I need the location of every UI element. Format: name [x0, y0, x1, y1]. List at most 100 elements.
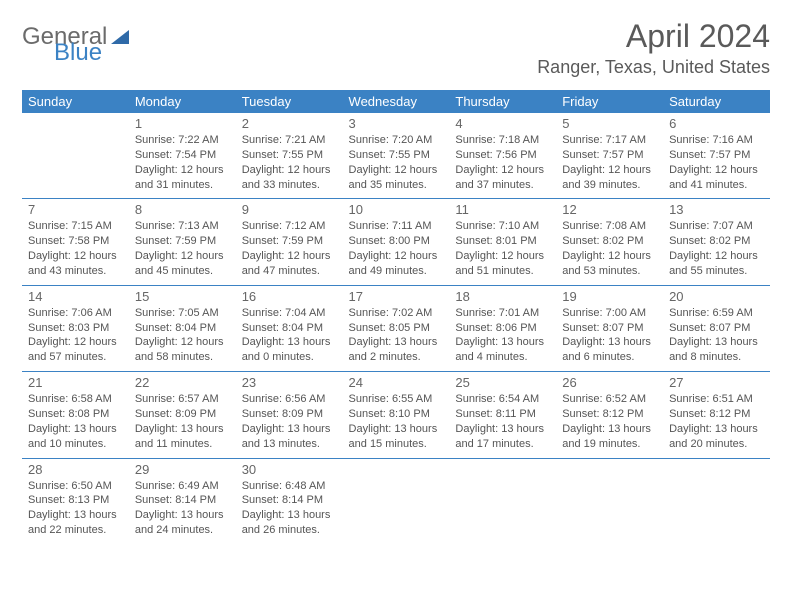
daylight-line: Daylight: 13 hours and 4 minutes.	[455, 335, 550, 365]
daylight-line: Daylight: 13 hours and 2 minutes.	[349, 335, 444, 365]
calendar-cell: 15Sunrise: 7:05 AMSunset: 8:04 PMDayligh…	[129, 285, 236, 371]
daylight-line: Daylight: 13 hours and 24 minutes.	[135, 508, 230, 538]
calendar-cell: 19 Sunrise: 7:00 AMSunset: 8:07 PMDayligh…	[556, 285, 663, 371]
sunset-line: Sunset: 8:09 PM	[135, 407, 230, 422]
day-number: 13	[669, 202, 764, 217]
daylight-line: Daylight: 13 hours and 11 minutes.	[135, 422, 230, 452]
calendar-cell: 17Sunrise: 7:02 AMSunset: 8:05 PMDayligh…	[343, 285, 450, 371]
day-number: 8	[135, 202, 230, 217]
calendar-cell-empty	[22, 113, 129, 199]
weekday-header: Saturday	[663, 90, 770, 113]
sunrise-line: Sunrise: 7:05 AM	[135, 306, 230, 321]
header: General Blue April 2024 Ranger, Texas, U…	[22, 18, 770, 78]
sunset-line: Sunset: 8:12 PM	[669, 407, 764, 422]
weekday-header: Friday	[556, 90, 663, 113]
sunrise-line: Sunrise: 7:15 AM	[28, 219, 123, 234]
day-number: 9	[242, 202, 337, 217]
weekday-header: Monday	[129, 90, 236, 113]
logo-text-blue: Blue	[54, 42, 129, 64]
calendar-cell: 25 Sunrise: 6:54 AMSunset: 8:11 PMDayligh…	[449, 372, 556, 458]
day-number: 3	[349, 116, 444, 131]
daylight-line: Daylight: 12 hours and 35 minutes.	[349, 163, 444, 193]
daylight-line: Daylight: 12 hours and 53 minutes.	[562, 249, 657, 279]
title-block: April 2024 Ranger, Texas, United States	[537, 18, 770, 78]
logo: General Blue	[22, 26, 129, 63]
calendar-cell: 13Sunrise: 7:07 AMSunset: 8:02 PMDayligh…	[663, 199, 770, 285]
daylight-line: Daylight: 13 hours and 0 minutes.	[242, 335, 337, 365]
calendar-cell: 3 Sunrise: 7:20 AMSunset: 7:55 PMDaylight…	[343, 113, 450, 199]
day-number: 29	[135, 462, 230, 477]
daylight-line: Daylight: 13 hours and 17 minutes.	[455, 422, 550, 452]
calendar-cell-empty	[343, 458, 450, 544]
sunrise-line: Sunrise: 7:22 AM	[135, 133, 230, 148]
daylight-line: Daylight: 12 hours and 33 minutes.	[242, 163, 337, 193]
day-number: 23	[242, 375, 337, 390]
calendar-cell: 7Sunrise: 7:15 AMSunset: 7:58 PMDaylight…	[22, 199, 129, 285]
sunset-line: Sunset: 8:12 PM	[562, 407, 657, 422]
calendar-row: 14Sunrise: 7:06 AMSunset: 8:03 PMDayligh…	[22, 285, 770, 371]
weekday-header-row: SundayMondayTuesdayWednesdayThursdayFrid…	[22, 90, 770, 113]
calendar-cell: 16Sunrise: 7:04 AMSunset: 8:04 PMDayligh…	[236, 285, 343, 371]
daylight-line: Daylight: 13 hours and 6 minutes.	[562, 335, 657, 365]
sunrise-line: Sunrise: 7:04 AM	[242, 306, 337, 321]
day-number: 26	[562, 375, 657, 390]
calendar-row: 1Sunrise: 7:22 AMSunset: 7:54 PMDaylight…	[22, 113, 770, 199]
sunrise-line: Sunrise: 7:00 AM	[562, 306, 657, 321]
calendar-cell: 20Sunrise: 6:59 AMSunset: 8:07 PMDayligh…	[663, 285, 770, 371]
sunrise-line: Sunrise: 7:21 AM	[242, 133, 337, 148]
daylight-line: Daylight: 12 hours and 41 minutes.	[669, 163, 764, 193]
sunset-line: Sunset: 7:56 PM	[455, 148, 550, 163]
location: Ranger, Texas, United States	[537, 57, 770, 78]
calendar-cell: 24Sunrise: 6:55 AMSunset: 8:10 PMDayligh…	[343, 372, 450, 458]
daylight-line: Daylight: 13 hours and 13 minutes.	[242, 422, 337, 452]
day-number: 25	[455, 375, 550, 390]
daylight-line: Daylight: 12 hours and 37 minutes.	[455, 163, 550, 193]
daylight-line: Daylight: 13 hours and 10 minutes.	[28, 422, 123, 452]
calendar-cell: 6Sunrise: 7:16 AMSunset: 7:57 PMDaylight…	[663, 113, 770, 199]
sunset-line: Sunset: 8:14 PM	[242, 493, 337, 508]
day-number: 16	[242, 289, 337, 304]
calendar-cell: 12Sunrise: 7:08 AMSunset: 8:02 PMDayligh…	[556, 199, 663, 285]
daylight-line: Daylight: 13 hours and 15 minutes.	[349, 422, 444, 452]
calendar-body: 1Sunrise: 7:22 AMSunset: 7:54 PMDaylight…	[22, 113, 770, 544]
sunrise-line: Sunrise: 6:55 AM	[349, 392, 444, 407]
calendar-cell: 14Sunrise: 7:06 AMSunset: 8:03 PMDayligh…	[22, 285, 129, 371]
sunrise-line: Sunrise: 7:10 AM	[455, 219, 550, 234]
sunrise-line: Sunrise: 7:07 AM	[669, 219, 764, 234]
daylight-line: Daylight: 13 hours and 22 minutes.	[28, 508, 123, 538]
calendar-cell: 26Sunrise: 6:52 AMSunset: 8:12 PMDayligh…	[556, 372, 663, 458]
day-number: 2	[242, 116, 337, 131]
day-number: 28	[28, 462, 123, 477]
sunrise-line: Sunrise: 6:58 AM	[28, 392, 123, 407]
sunset-line: Sunset: 7:55 PM	[349, 148, 444, 163]
day-number: 4	[455, 116, 550, 131]
sunset-line: Sunset: 8:07 PM	[562, 321, 657, 336]
day-number: 27	[669, 375, 764, 390]
sunrise-line: Sunrise: 7:18 AM	[455, 133, 550, 148]
day-number: 19	[562, 289, 657, 304]
daylight-line: Daylight: 12 hours and 51 minutes.	[455, 249, 550, 279]
day-number: 1	[135, 116, 230, 131]
daylight-line: Daylight: 12 hours and 45 minutes.	[135, 249, 230, 279]
sunrise-line: Sunrise: 7:20 AM	[349, 133, 444, 148]
sunrise-line: Sunrise: 7:08 AM	[562, 219, 657, 234]
sunset-line: Sunset: 7:54 PM	[135, 148, 230, 163]
calendar-row: 7Sunrise: 7:15 AMSunset: 7:58 PMDaylight…	[22, 199, 770, 285]
sunset-line: Sunset: 8:03 PM	[28, 321, 123, 336]
daylight-line: Daylight: 12 hours and 31 minutes.	[135, 163, 230, 193]
sunrise-line: Sunrise: 6:54 AM	[455, 392, 550, 407]
sunrise-line: Sunrise: 6:59 AM	[669, 306, 764, 321]
sunrise-line: Sunrise: 7:13 AM	[135, 219, 230, 234]
sunrise-line: Sunrise: 7:16 AM	[669, 133, 764, 148]
calendar-cell-empty	[556, 458, 663, 544]
sunset-line: Sunset: 7:59 PM	[135, 234, 230, 249]
day-number: 6	[669, 116, 764, 131]
day-number: 5	[562, 116, 657, 131]
daylight-line: Daylight: 12 hours and 58 minutes.	[135, 335, 230, 365]
day-number: 10	[349, 202, 444, 217]
daylight-line: Daylight: 12 hours and 55 minutes.	[669, 249, 764, 279]
day-number: 22	[135, 375, 230, 390]
calendar-cell-empty	[663, 458, 770, 544]
sunset-line: Sunset: 8:11 PM	[455, 407, 550, 422]
sunset-line: Sunset: 7:58 PM	[28, 234, 123, 249]
